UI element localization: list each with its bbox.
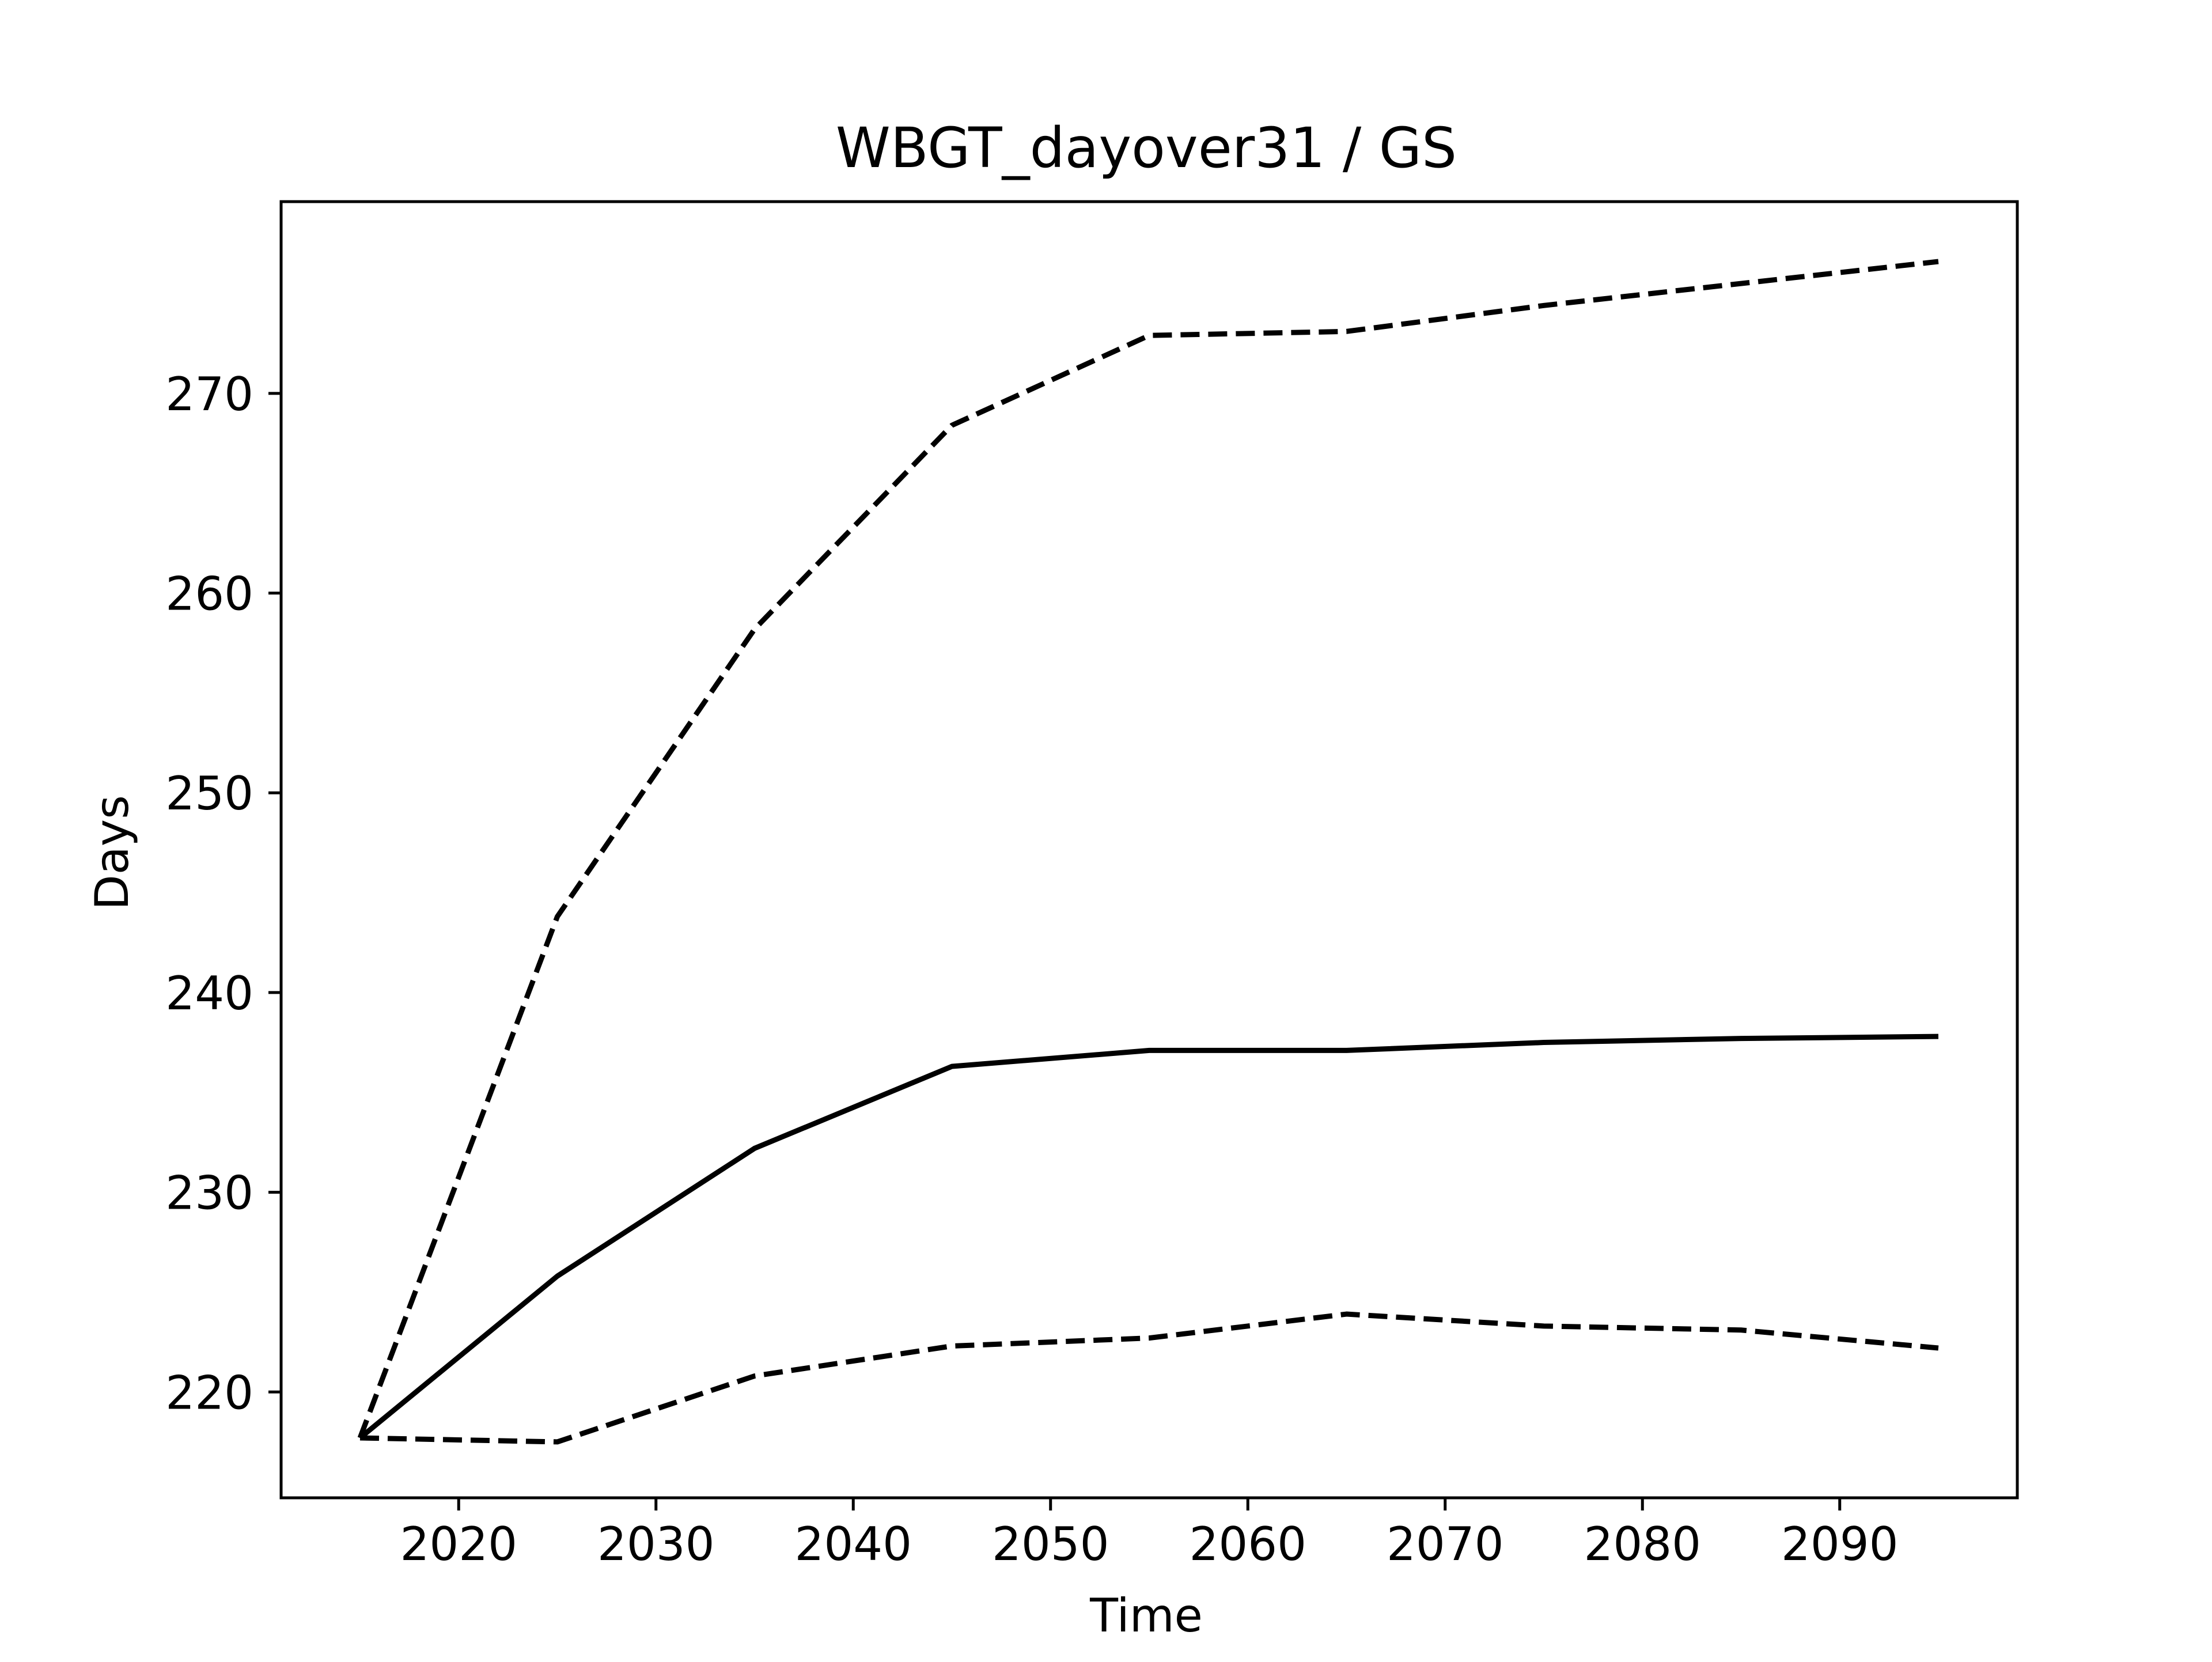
y-tick-label: 250 — [165, 767, 253, 820]
x-tick-label: 2040 — [794, 1517, 912, 1571]
y-tick-label: 260 — [165, 567, 253, 621]
y-tick-label: 240 — [165, 967, 253, 1020]
x-axis-label: Time — [1089, 1589, 1203, 1642]
x-tick-label: 2020 — [400, 1517, 517, 1571]
median-series-line — [358, 1033, 1939, 1440]
lower-dashed-series-line — [359, 1311, 1939, 1445]
upper-dashed-series-line — [357, 259, 1939, 1439]
x-tick-label: 2070 — [1387, 1517, 1504, 1571]
y-tick-label: 230 — [165, 1167, 253, 1220]
x-tick-label: 2080 — [1584, 1517, 1701, 1571]
y-axis-label: Days — [85, 795, 139, 910]
x-tick-label: 2090 — [1781, 1517, 1899, 1571]
x-tick-label: 2030 — [597, 1517, 715, 1571]
chart-title: WBGT_dayover31 / GS — [836, 116, 1457, 180]
x-tick-label: 2060 — [1189, 1517, 1306, 1571]
y-tick-label: 220 — [165, 1366, 253, 1419]
plot-area: 2020 2030 2040 2050 2060 2070 2080 2090 220 230 24… — [165, 200, 2019, 1571]
x-tick-label: 2050 — [992, 1517, 1109, 1571]
plot-frame — [279, 200, 2019, 1500]
y-tick-label: 270 — [165, 368, 253, 421]
